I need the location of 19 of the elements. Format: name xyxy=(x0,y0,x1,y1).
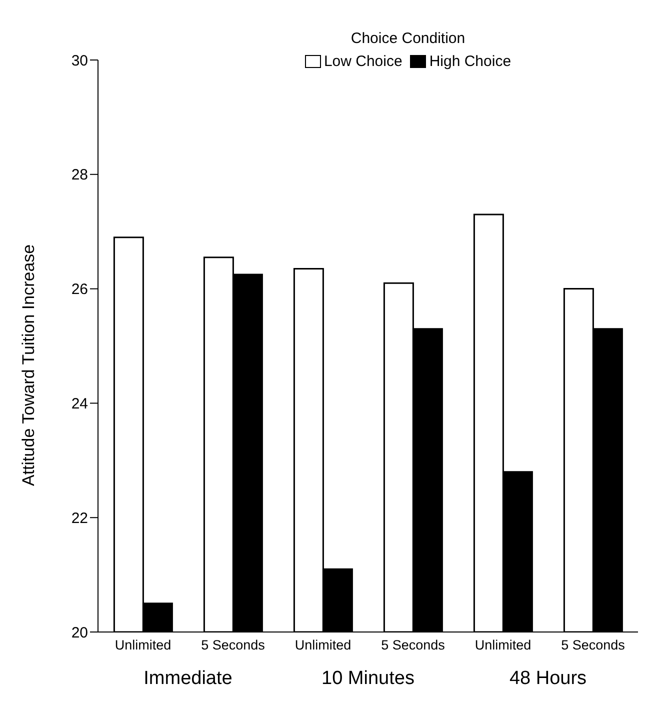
text: 10 Minutes xyxy=(320,668,416,690)
legend-label: High Choice xyxy=(428,53,512,70)
x-tick-label: 5 Seconds xyxy=(201,638,266,653)
x-tick-label: 5 Seconds xyxy=(561,638,626,653)
y-tick-label: 26 xyxy=(71,281,88,298)
x-tick-label: 5 Seconds xyxy=(381,638,446,653)
legend-title: Choice Condition xyxy=(350,30,466,47)
text: Immediate xyxy=(142,668,234,690)
text: 48 Hours xyxy=(508,668,588,690)
y-tick-label: 22 xyxy=(71,510,88,527)
y-axis-title: Attitude Toward Tuition Increase xyxy=(19,244,38,486)
y-tick-label: 24 xyxy=(71,396,88,413)
x-tick-label: Unlimited xyxy=(474,638,532,653)
y-tick-label: 28 xyxy=(71,166,88,184)
y-tick-label: 30 xyxy=(71,52,88,70)
x-tick-label: Unlimited xyxy=(114,638,172,653)
legend-label: Low Choice xyxy=(322,53,402,70)
y-tick-label: 20 xyxy=(71,624,88,642)
x-tick-label: Unlimited xyxy=(294,638,352,653)
